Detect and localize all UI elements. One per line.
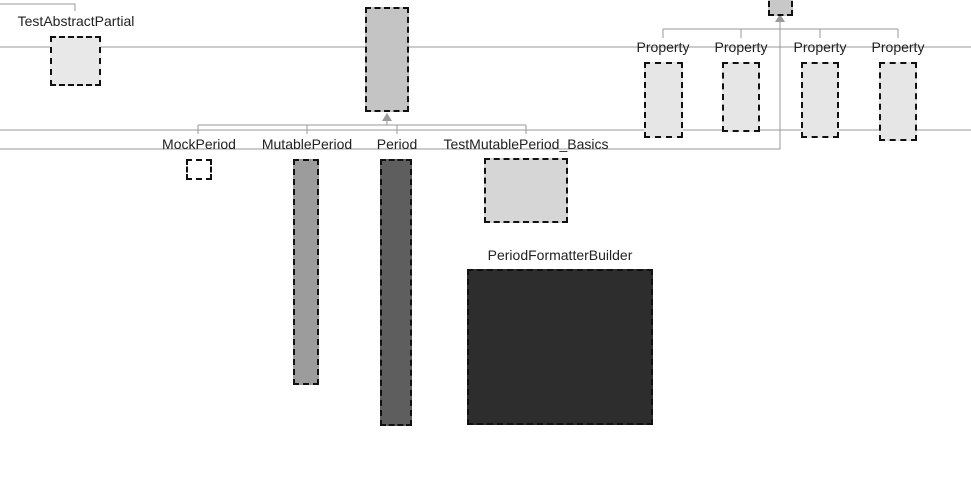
label-test-mutable-period-basics: TestMutablePeriod_Basics — [443, 136, 609, 152]
node-mutable-period[interactable] — [293, 159, 319, 385]
node-property-4[interactable] — [879, 62, 917, 141]
node-property-1[interactable] — [644, 62, 683, 138]
node-period[interactable] — [380, 159, 412, 426]
edge-test-abstract-partial — [0, 3, 76, 11]
node-property-2[interactable] — [722, 62, 760, 132]
label-test-abstract-partial: TestAbstractPartial — [17, 13, 135, 29]
label-property-4: Property — [871, 39, 925, 55]
label-period: Period — [376, 136, 418, 152]
node-test-abstract-partial[interactable] — [50, 36, 101, 86]
label-property-1: Property — [636, 39, 690, 55]
label-period-formatter-builder: PeriodFormatterBuilder — [487, 247, 633, 263]
label-property-2: Property — [714, 39, 768, 55]
node-period-formatter-builder[interactable] — [467, 269, 653, 425]
node-mock-period[interactable] — [186, 159, 212, 180]
node-property-3[interactable] — [801, 62, 839, 138]
node-abstract-period-parent[interactable] — [365, 7, 409, 112]
node-property-parent[interactable] — [768, 0, 793, 16]
node-test-mutable-period-basics[interactable] — [484, 158, 568, 223]
label-mock-period: MockPeriod — [162, 136, 236, 152]
label-mutable-period: MutablePeriod — [261, 136, 353, 152]
arrowhead-abstract-period — [382, 113, 392, 121]
label-property-3: Property — [793, 39, 847, 55]
